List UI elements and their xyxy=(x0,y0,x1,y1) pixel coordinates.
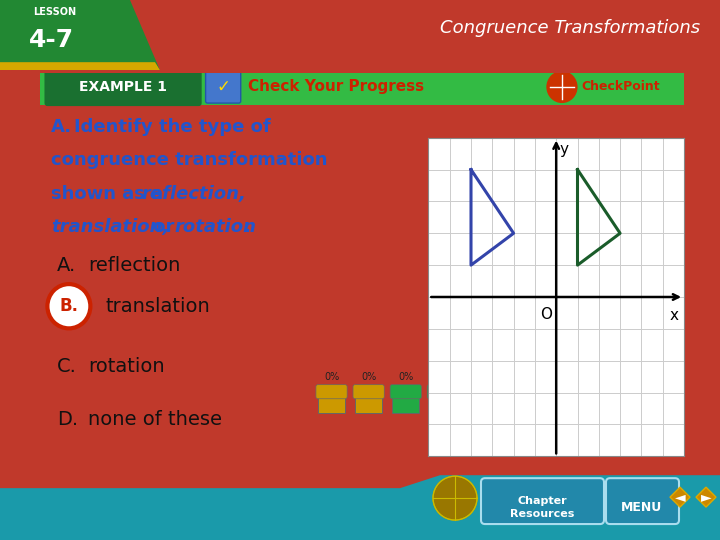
Text: translation,: translation, xyxy=(51,218,170,236)
FancyBboxPatch shape xyxy=(427,384,459,399)
Text: translation: translation xyxy=(106,297,211,316)
Bar xyxy=(392,391,420,413)
Bar xyxy=(40,65,684,105)
FancyBboxPatch shape xyxy=(481,478,604,524)
Polygon shape xyxy=(670,487,690,507)
Text: A.: A. xyxy=(57,256,76,275)
Text: Chapter: Chapter xyxy=(517,496,567,506)
FancyBboxPatch shape xyxy=(45,68,202,106)
Text: rotation: rotation xyxy=(174,218,256,236)
Bar xyxy=(429,391,456,413)
Text: Resources: Resources xyxy=(510,509,574,519)
Text: reflection,: reflection, xyxy=(141,185,246,202)
Text: Identify the type of: Identify the type of xyxy=(73,118,271,136)
Text: EXAMPLE 1: EXAMPLE 1 xyxy=(78,80,166,94)
Text: x: x xyxy=(670,308,679,323)
Polygon shape xyxy=(696,487,716,507)
Text: .: . xyxy=(243,218,250,236)
Text: or: or xyxy=(147,218,181,236)
Text: ✓: ✓ xyxy=(216,78,230,96)
Text: LESSON: LESSON xyxy=(33,7,76,17)
FancyBboxPatch shape xyxy=(606,478,679,524)
Circle shape xyxy=(48,284,91,328)
Polygon shape xyxy=(0,475,720,540)
Bar xyxy=(355,391,382,413)
Circle shape xyxy=(546,71,577,103)
Text: reflection: reflection xyxy=(89,256,181,275)
Text: D.: D. xyxy=(57,410,78,429)
Polygon shape xyxy=(0,0,160,70)
Text: 0%: 0% xyxy=(435,372,451,382)
Text: shown as a: shown as a xyxy=(51,185,170,202)
Text: CheckPoint: CheckPoint xyxy=(582,80,660,93)
FancyBboxPatch shape xyxy=(390,384,421,399)
Text: congruence transformation: congruence transformation xyxy=(51,151,328,170)
Text: ►: ► xyxy=(701,490,711,504)
Text: ◄: ◄ xyxy=(675,490,685,504)
Text: Congruence Transformations: Congruence Transformations xyxy=(440,19,700,37)
Text: none of these: none of these xyxy=(89,410,222,429)
Text: A.: A. xyxy=(51,118,73,136)
Polygon shape xyxy=(0,62,160,70)
Text: 0%: 0% xyxy=(398,372,413,382)
Circle shape xyxy=(433,476,477,520)
Text: B.: B. xyxy=(59,297,78,315)
FancyBboxPatch shape xyxy=(206,71,240,103)
FancyBboxPatch shape xyxy=(353,384,384,399)
Text: MENU: MENU xyxy=(621,501,662,514)
Text: 0%: 0% xyxy=(324,372,339,382)
Text: y: y xyxy=(559,143,568,158)
Text: 0%: 0% xyxy=(361,372,377,382)
Bar xyxy=(318,391,345,413)
Text: O: O xyxy=(540,307,552,321)
Text: 4-7: 4-7 xyxy=(30,28,75,52)
Text: rotation: rotation xyxy=(89,356,165,375)
Text: C.: C. xyxy=(57,356,77,375)
Text: Check Your Progress: Check Your Progress xyxy=(248,79,423,94)
FancyBboxPatch shape xyxy=(316,384,347,399)
